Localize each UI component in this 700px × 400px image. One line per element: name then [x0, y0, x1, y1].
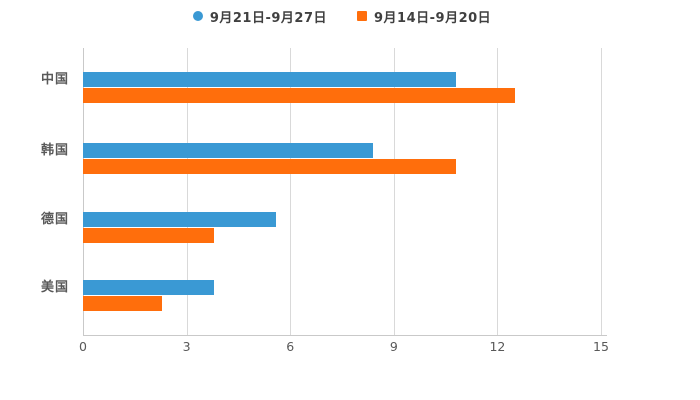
chart-legend: 9月21日-9月27日 9月14日-9月20日	[0, 6, 684, 26]
category-label: 美国	[40, 280, 69, 295]
gridline-x-9	[393, 48, 395, 335]
x-tick-label: 6	[286, 339, 295, 354]
gridline-x-6	[290, 48, 292, 335]
bar-德国-series-1	[83, 228, 215, 243]
legend-square-marker-icon	[357, 11, 367, 21]
y-axis-line	[83, 48, 84, 335]
bar-美国-series-0	[83, 280, 215, 295]
gridline-x-12	[497, 48, 499, 335]
x-tick-label: 3	[182, 339, 191, 354]
category-label: 中国	[40, 72, 69, 87]
x-tick-label: 0	[79, 339, 87, 354]
legend-label: 9月14日-9月20日	[374, 10, 492, 26]
bar-中国-series-1	[83, 88, 515, 103]
plot-area	[83, 48, 602, 335]
legend-circle-marker-icon	[192, 11, 203, 21]
bar-韩国-series-1	[83, 159, 456, 174]
legend-item-series-1[interactable]: 9月14日-9月20日	[357, 7, 491, 26]
x-tick-label: 9	[389, 339, 398, 354]
bar-美国-series-1	[83, 296, 163, 311]
bar-德国-series-0	[83, 212, 277, 227]
x-tick-label: 12	[489, 339, 506, 354]
legend-label: 9月21日-9月27日	[209, 10, 327, 26]
legend-item-series-0[interactable]: 9月21日-9月27日	[192, 7, 327, 26]
category-label: 韩国	[40, 143, 69, 158]
gridline-x-3	[186, 48, 188, 335]
x-tick-label: 15	[593, 339, 609, 354]
gridline-x-15	[601, 48, 602, 335]
bar-韩国-series-0	[83, 143, 374, 158]
bar-中国-series-0	[83, 72, 456, 87]
category-label: 德国	[40, 212, 69, 227]
x-axis-line	[83, 335, 607, 336]
